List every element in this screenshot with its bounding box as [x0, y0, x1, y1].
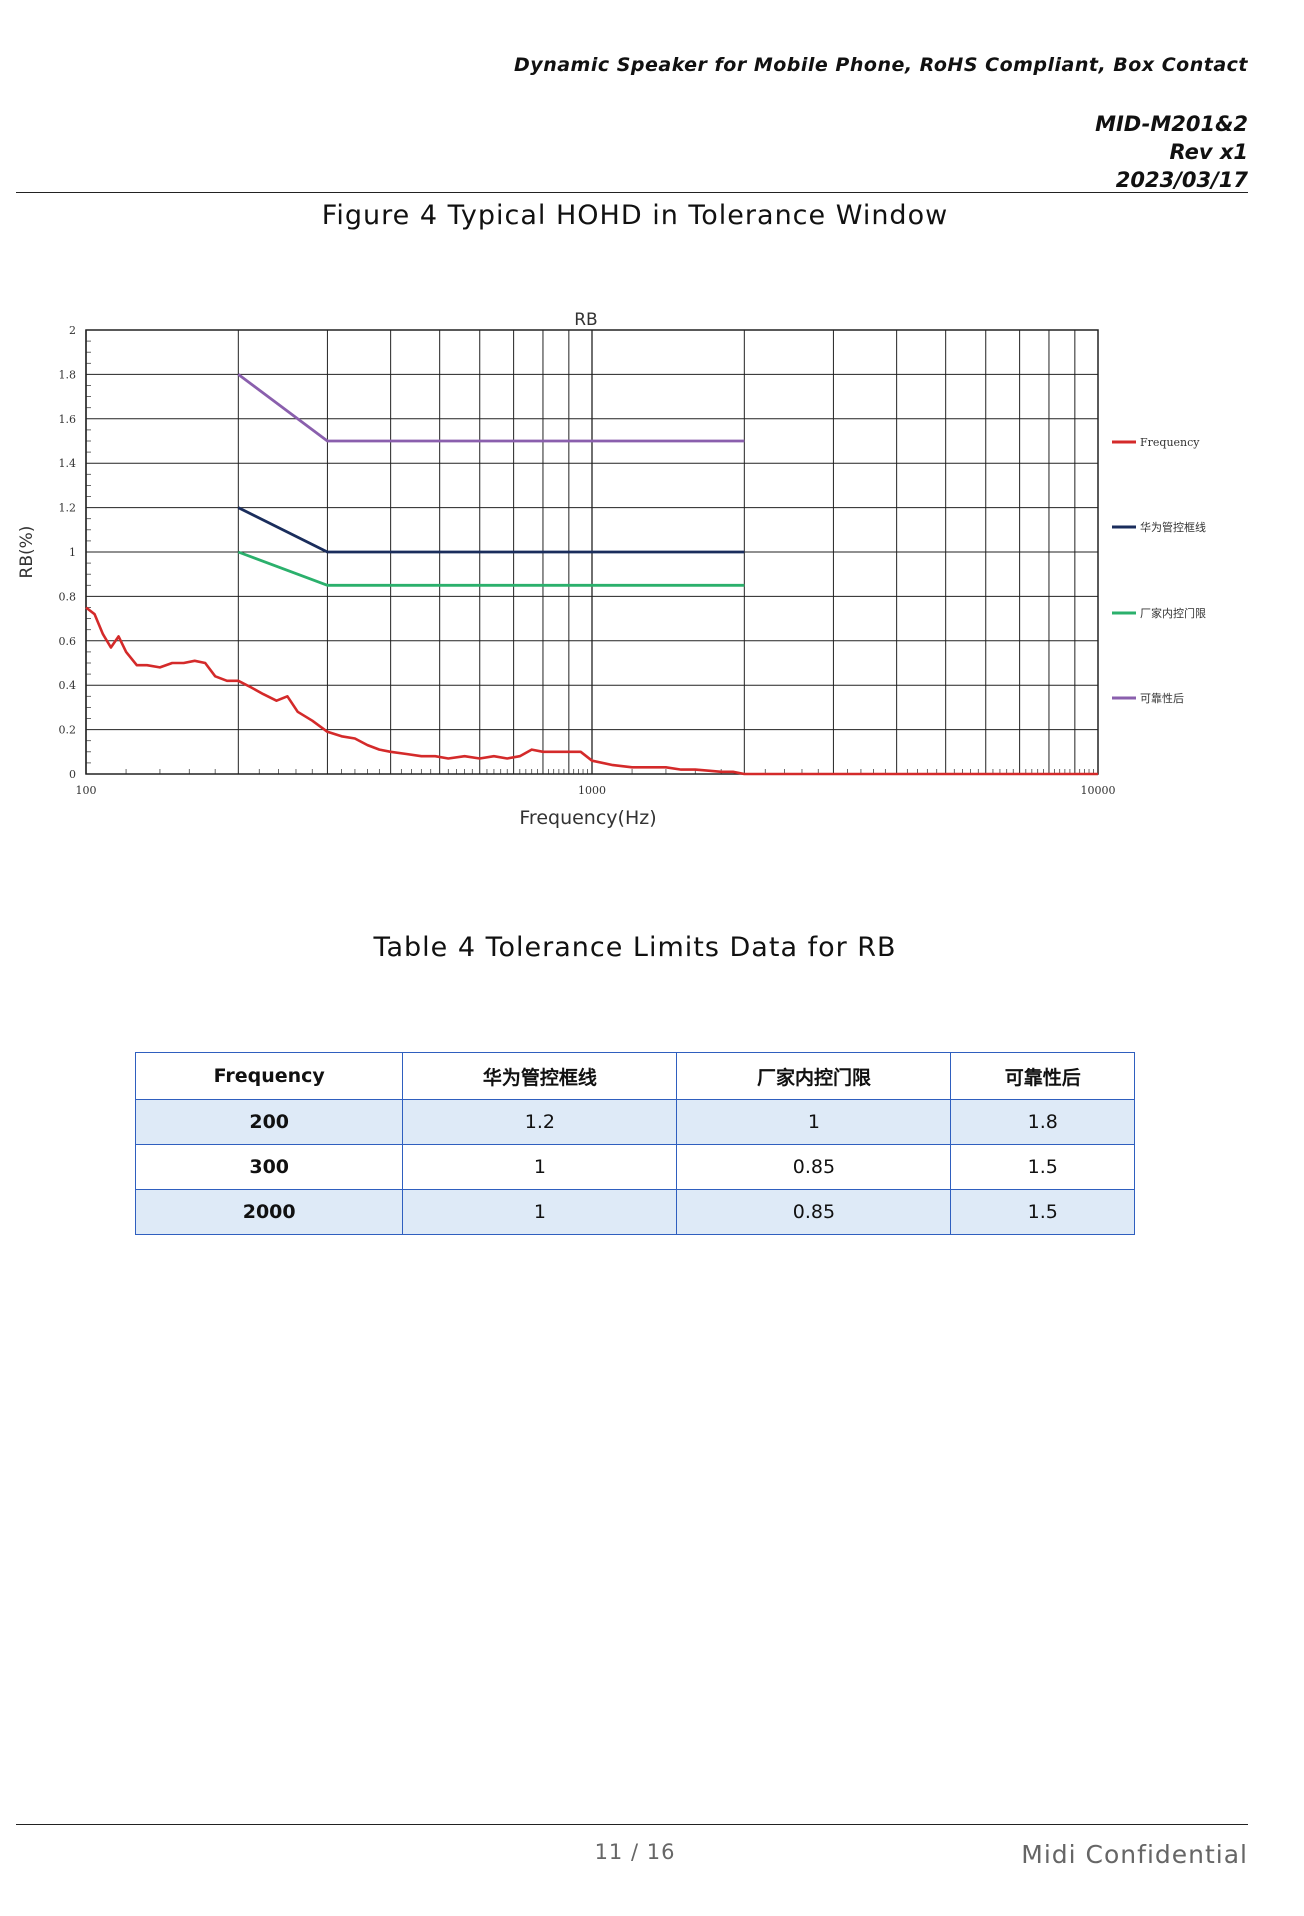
y-tick-label: 2 [69, 324, 76, 337]
y-tick-label: 1.8 [59, 368, 77, 381]
chart-y-axis-label: RB(%) [17, 526, 37, 579]
y-tick-label: 1.2 [59, 502, 77, 515]
table-cell: 1 [676, 1099, 952, 1145]
figure-caption: Figure 4 Typical HOHD in Tolerance Windo… [321, 200, 949, 231]
document-title: Dynamic Speaker for Mobile Phone, RoHS C… [514, 54, 1248, 76]
table-row: 200 1.2 1 1.8 [134, 1099, 1135, 1145]
document-revision: Rev x1 [1169, 140, 1248, 164]
series-line-0 [85, 606, 1098, 776]
rb-chart: 100 1000 1000000.20.40.60.811.21.41.61.82 … [17, 310, 1206, 829]
header-divider [16, 192, 1248, 193]
table-cell: 1 [402, 1144, 678, 1190]
y-tick-label: 0.4 [59, 679, 77, 692]
confidential-label: Midi Confidential [1021, 1840, 1248, 1869]
plot-frame [85, 329, 1099, 775]
table-cell: 1.8 [950, 1099, 1135, 1145]
x-tick-label: 100 [76, 784, 97, 797]
table-cell: 1.5 [950, 1189, 1135, 1235]
y-tick-label: 0 [69, 768, 76, 781]
table-cell: 0.85 [676, 1189, 952, 1235]
table-cell: 0.85 [676, 1144, 952, 1190]
table-header-cell: 厂家内控门限 [676, 1052, 952, 1100]
chart-title: RB [574, 310, 597, 330]
table-caption: Table 4 Tolerance Limits Data for RB [373, 932, 897, 963]
footer-divider [16, 1824, 1248, 1825]
y-tick-label: 0.6 [59, 635, 77, 648]
legend-label: 厂家内控门限 [1140, 606, 1206, 620]
x-tick-label: 10000 [1081, 784, 1116, 797]
y-tick-label: 1.6 [59, 413, 77, 426]
series-line-2 [237, 550, 745, 587]
chart-x-axis-label: Frequency(Hz) [519, 807, 656, 829]
table-cell: 2000 [134, 1189, 404, 1235]
table-cell: 1 [402, 1189, 678, 1235]
chart-ticks: 100 1000 10000 0 0.2 0.4 0.6 0.8 1 1.2 1.4 1.6 1.8 2 [59, 324, 1116, 797]
table-cell: 300 [134, 1144, 404, 1190]
document-date: 2023/03/17 [1115, 168, 1248, 192]
table-row: 2000 1 0.85 1.5 [134, 1189, 1135, 1235]
tolerance-limits-table: Frequency 华为管控框线 厂家内控门限 可靠性后 200 1.2 1 1… [134, 1052, 1135, 1235]
y-tick-label: 0.2 [59, 724, 77, 737]
x-tick-label: 1000 [578, 784, 606, 797]
table-cell: 200 [134, 1099, 404, 1145]
page-number: 11 / 16 [594, 1840, 676, 1864]
table-header-cell: 可靠性后 [950, 1052, 1135, 1100]
y-tick-label: 0.8 [59, 590, 77, 603]
table-cell: 1.2 [402, 1099, 678, 1145]
table-header-row: Frequency 华为管控框线 厂家内控门限 可靠性后 [134, 1052, 1135, 1100]
document-meta: MID-M201&2 Rev x1 2023/03/17 [1095, 110, 1248, 194]
table-cell: 1.5 [950, 1144, 1135, 1190]
y-tick-label: 1 [69, 546, 76, 559]
table-row: 300 1 0.85 1.5 [134, 1144, 1135, 1190]
legend-label: Frequency [1140, 436, 1200, 449]
legend-label: 可靠性后 [1140, 691, 1184, 705]
y-tick-label: 1.4 [59, 457, 77, 470]
table-header-cell: Frequency [134, 1052, 404, 1100]
chart-series [85, 373, 1098, 776]
series-line-3 [237, 373, 745, 443]
table-header-cell: 华为管控框线 [402, 1052, 678, 1100]
document-id: MID-M201&2 [1095, 112, 1248, 136]
series-line-1 [237, 506, 745, 554]
legend-label: 华为管控框线 [1140, 520, 1206, 534]
